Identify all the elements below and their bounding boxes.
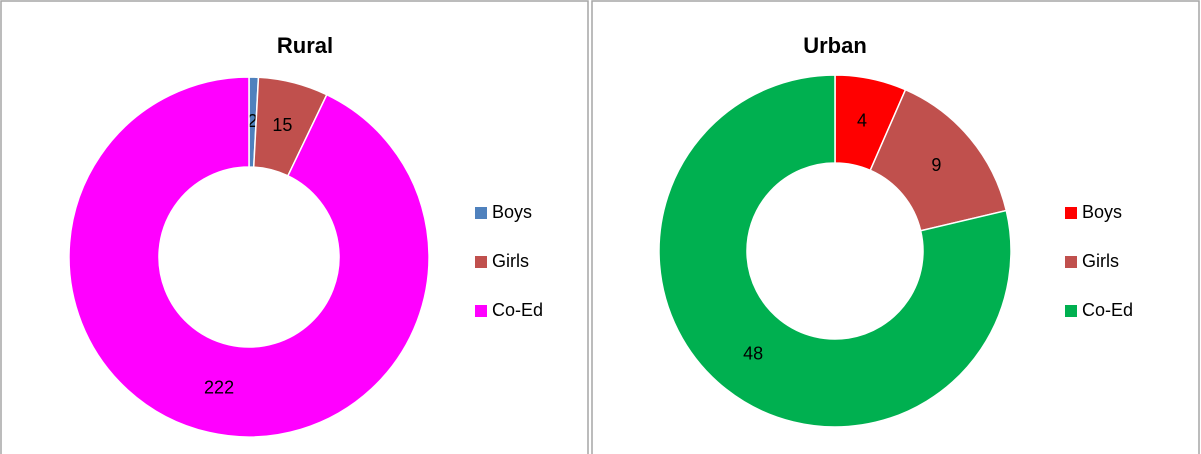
legend-swatch bbox=[1065, 256, 1077, 268]
legend-label: Boys bbox=[492, 202, 532, 222]
slice bbox=[68, 76, 430, 438]
legend-swatch bbox=[1065, 207, 1077, 219]
legend-swatch bbox=[475, 256, 487, 268]
data-label: 9 bbox=[931, 155, 941, 175]
data-label: 2 bbox=[248, 111, 258, 131]
data-label: 4 bbox=[857, 111, 867, 131]
legend-label: Co-Ed bbox=[1082, 300, 1133, 320]
chart-title: Rural bbox=[277, 33, 333, 58]
data-label: 48 bbox=[743, 343, 763, 363]
data-label: 15 bbox=[272, 115, 292, 135]
legend-swatch bbox=[475, 207, 487, 219]
legend-label: Girls bbox=[1082, 251, 1119, 271]
legend-label: Co-Ed bbox=[492, 300, 543, 320]
legend-label: Girls bbox=[492, 251, 529, 271]
slice bbox=[658, 74, 1012, 428]
legend-swatch bbox=[475, 305, 487, 317]
legend-swatch bbox=[1065, 305, 1077, 317]
chart-title: Urban bbox=[803, 33, 867, 58]
legend-label: Boys bbox=[1082, 202, 1122, 222]
data-label: 222 bbox=[204, 377, 234, 397]
